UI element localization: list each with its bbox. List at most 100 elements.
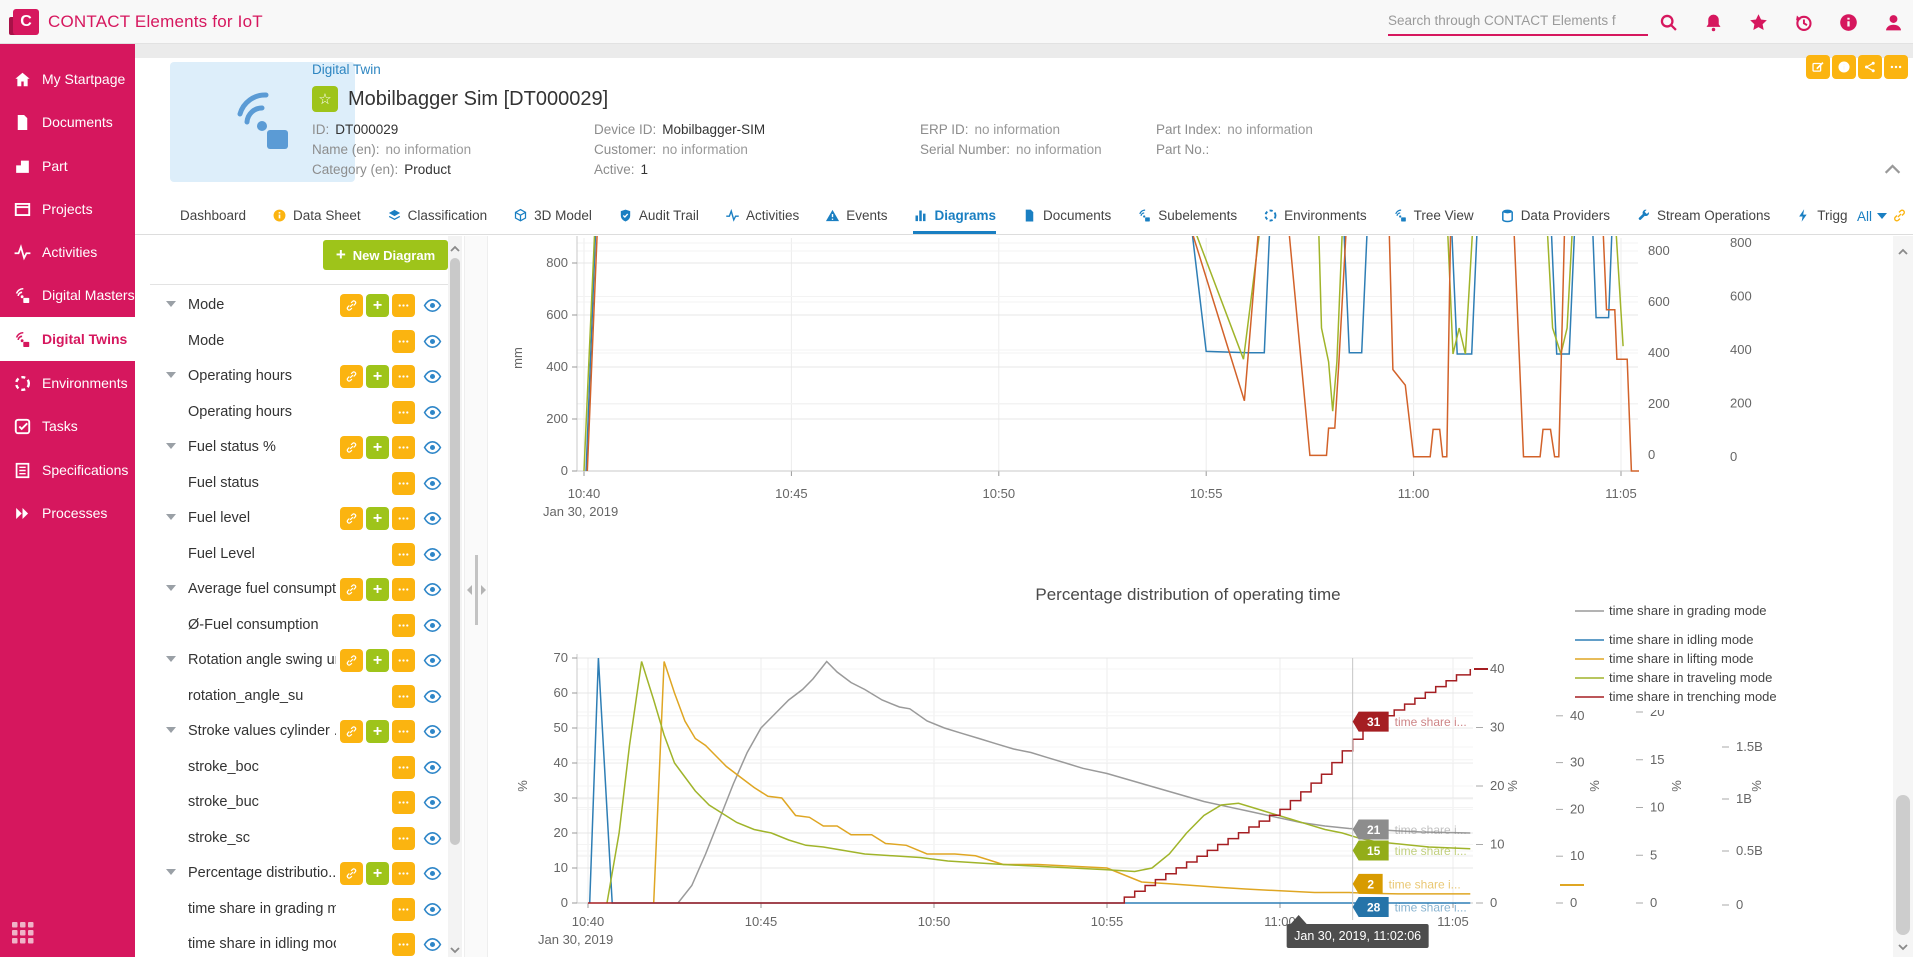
visibility-eye-icon[interactable]: [423, 403, 442, 422]
link-button[interactable]: [340, 365, 363, 388]
tree-row-label[interactable]: stroke_buc: [188, 794, 259, 810]
tree-row-label[interactable]: Percentage distributio...: [188, 865, 336, 881]
add-button[interactable]: +: [366, 862, 389, 885]
visibility-eye-icon[interactable]: [423, 758, 442, 777]
caret-down-icon[interactable]: [166, 372, 176, 378]
panel-splitter[interactable]: [464, 236, 488, 957]
scrollbar-thumb[interactable]: [450, 258, 460, 845]
contact-logo[interactable]: C: [13, 9, 39, 35]
tree-row-fuel-status-[interactable]: Fuel status % +: [135, 430, 448, 466]
caret-down-icon[interactable]: [166, 301, 176, 307]
splitter-handle[interactable]: [475, 555, 478, 625]
tab-events[interactable]: Events: [825, 198, 887, 234]
tab-subelements[interactable]: Subelements: [1137, 198, 1237, 234]
favorite-star-badge[interactable]: ☆: [312, 86, 338, 112]
add-button[interactable]: +: [366, 436, 389, 459]
more-button[interactable]: [392, 826, 415, 850]
edit-button[interactable]: [1806, 55, 1830, 79]
tab-activities[interactable]: Activities: [725, 198, 799, 234]
more-button[interactable]: [392, 365, 415, 388]
tree-row-time-share-in-idling-mode[interactable]: time share in idling mode: [135, 927, 448, 957]
link-button[interactable]: [340, 507, 363, 530]
tab-documents[interactable]: Documents: [1022, 198, 1111, 234]
tree-row-stroke-values-cylinder-[interactable]: Stroke values cylinder ... +: [135, 714, 448, 750]
share-button[interactable]: [1858, 55, 1882, 79]
caret-down-icon[interactable]: [166, 585, 176, 591]
link-button[interactable]: [340, 436, 363, 459]
bottom-chart[interactable]: Percentage distribution of operating tim…: [515, 585, 1764, 947]
more-button[interactable]: [392, 400, 415, 424]
tree-row-label[interactable]: Stroke values cylinder ...: [188, 723, 336, 739]
tree-row-rotation-angle-swing-unit[interactable]: Rotation angle swing unit +: [135, 643, 448, 679]
tree-row-fuel-status[interactable]: Fuel status: [135, 466, 448, 502]
tree-row-stroke-buc[interactable]: stroke_buc: [135, 785, 448, 821]
visibility-eye-icon[interactable]: [423, 332, 442, 351]
tab-dashboard[interactable]: Dashboard: [180, 198, 246, 234]
tree-row-label[interactable]: Operating hours: [188, 403, 292, 420]
sidebar-item-activities[interactable]: Activities: [0, 230, 135, 274]
tree-row-label[interactable]: Rotation angle swing unit: [188, 652, 336, 668]
visibility-eye-icon[interactable]: [423, 580, 442, 599]
more-button[interactable]: [392, 755, 415, 779]
charts-canvas[interactable]: 10:40 10:45 10:50 10:55 11:00 11:05 Jan 30, 20…: [488, 236, 1893, 957]
tree-row-label[interactable]: Fuel Level: [188, 545, 255, 562]
tab-tree-view[interactable]: Tree View: [1393, 198, 1474, 234]
tree-row-rotation-angle-su[interactable]: rotation_angle_su: [135, 679, 448, 715]
more-button[interactable]: [1884, 55, 1908, 79]
tab-3d-model[interactable]: 3D Model: [513, 198, 592, 234]
sidebar-item-environments[interactable]: Environments: [0, 361, 135, 405]
tree-row-mode[interactable]: Mode: [135, 324, 448, 360]
tree-row-stroke-sc[interactable]: stroke_sc: [135, 821, 448, 857]
visibility-eye-icon[interactable]: [423, 438, 442, 457]
more-button[interactable]: [392, 294, 415, 317]
link-button[interactable]: [340, 649, 363, 672]
caret-down-icon[interactable]: [166, 443, 176, 449]
sidebar-item-documents[interactable]: Documents: [0, 100, 135, 144]
tab-audit-trail[interactable]: Audit Trail: [618, 198, 699, 234]
scrollbar-thumb[interactable]: [1896, 795, 1910, 935]
scroll-up-icon[interactable]: [1898, 244, 1908, 255]
sidebar-item-my-startpage[interactable]: My Startpage: [0, 57, 135, 101]
link-button[interactable]: [340, 578, 363, 601]
add-button[interactable]: +: [366, 294, 389, 317]
top-chart[interactable]: 10:40 10:45 10:50 10:55 11:00 11:05 Jan 30, 20…: [510, 236, 1752, 519]
tab-data-providers[interactable]: Data Providers: [1500, 198, 1610, 234]
add-button[interactable]: +: [366, 507, 389, 530]
more-button[interactable]: [392, 507, 415, 530]
more-button[interactable]: [392, 649, 415, 672]
tree-row-label[interactable]: Operating hours: [188, 368, 292, 384]
more-button[interactable]: [392, 436, 415, 459]
visibility-eye-icon[interactable]: [423, 474, 442, 493]
more-button[interactable]: [392, 897, 415, 921]
sidebar-item-part[interactable]: Part: [0, 144, 135, 188]
sidebar-item-digital-twins[interactable]: Digital Twins: [0, 317, 135, 361]
more-button[interactable]: [392, 542, 415, 566]
tree-row-label[interactable]: stroke_boc: [188, 758, 259, 775]
visibility-eye-icon[interactable]: [423, 651, 442, 670]
tab-environments[interactable]: Environments: [1263, 198, 1367, 234]
link-button[interactable]: [340, 720, 363, 743]
visibility-eye-icon[interactable]: [423, 545, 442, 564]
caret-down-icon[interactable]: [166, 869, 176, 875]
tree-row-label[interactable]: time share in grading mode: [188, 900, 336, 917]
tree-row-time-share-in-grading-mode[interactable]: time share in grading mode: [135, 892, 448, 928]
twin-type-link[interactable]: Digital Twin: [312, 62, 381, 77]
sidebar-item-projects[interactable]: Projects: [0, 187, 135, 231]
tree-row-average-fuel-consumpt-[interactable]: Average fuel consumpt... +: [135, 572, 448, 608]
tree-row-label[interactable]: Fuel status: [188, 474, 259, 491]
info-button[interactable]: [1832, 55, 1856, 79]
more-button[interactable]: [392, 862, 415, 885]
tree-row-mode[interactable]: Mode +: [135, 288, 448, 324]
search-icon[interactable]: [1658, 12, 1679, 33]
twin-thumbnail[interactable]: [170, 62, 355, 182]
tab-diagrams[interactable]: Diagrams: [913, 198, 997, 234]
tree-row-operating-hours[interactable]: Operating hours: [135, 395, 448, 431]
caret-down-icon[interactable]: [166, 656, 176, 662]
collapse-header-icon[interactable]: [1882, 160, 1904, 178]
more-button[interactable]: [392, 613, 415, 637]
history-icon[interactable]: [1793, 12, 1814, 33]
sidebar-item-specifications[interactable]: Specifications: [0, 448, 135, 492]
tab-stream-operations[interactable]: Stream Operations: [1636, 198, 1770, 234]
new-diagram-button[interactable]: + New Diagram: [323, 240, 448, 270]
visibility-eye-icon[interactable]: [423, 864, 442, 883]
